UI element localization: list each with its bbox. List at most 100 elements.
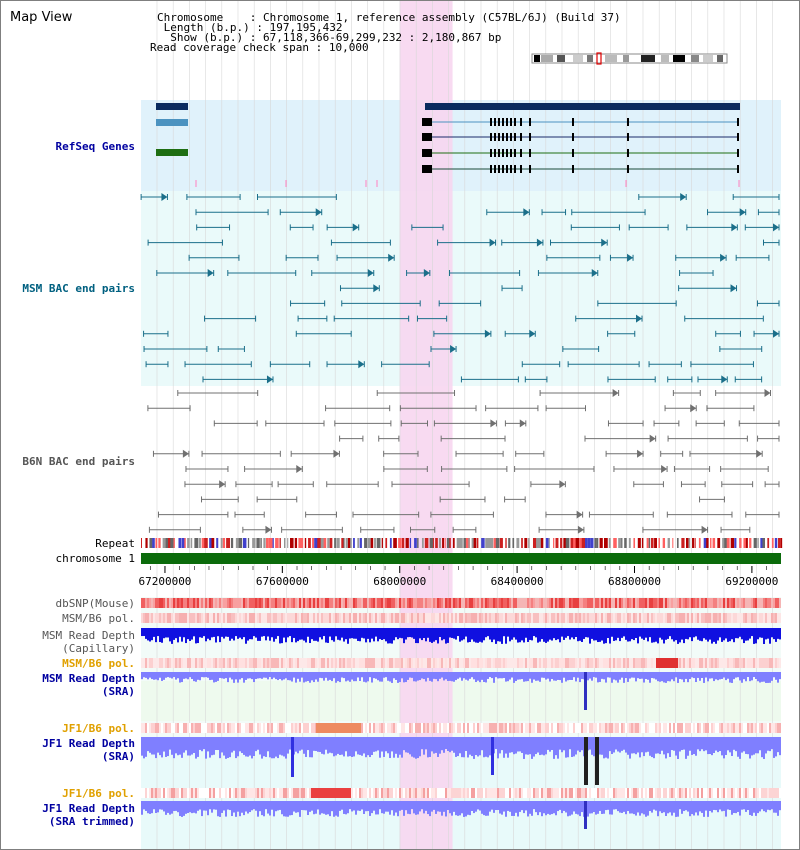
msm-bac-arrow bbox=[739, 208, 746, 217]
msm-sra-depth-bar bbox=[241, 672, 243, 679]
jf1-b6-pol-heat-cell bbox=[169, 788, 171, 798]
msm-sra-depth-bar bbox=[569, 672, 571, 680]
msm-capillary-depth-bar bbox=[685, 628, 687, 639]
jf1-trimmed-depth-bar bbox=[475, 801, 477, 812]
msm-capillary-depth-bar bbox=[469, 628, 471, 642]
jf1-sra-depth-bar bbox=[239, 737, 241, 752]
jf1-sra-depth-bar bbox=[521, 737, 523, 753]
jf1-trimmed-depth-bar bbox=[715, 801, 717, 811]
msm-b6-pol-heat-cell bbox=[351, 658, 353, 668]
msm-b6-pol-heat-cell bbox=[519, 658, 521, 668]
msm-capillary-depth-bar bbox=[381, 628, 383, 640]
msm-b6-pol-heat-cell bbox=[143, 658, 145, 668]
repeat-element bbox=[199, 538, 201, 548]
msm-b6-pol-heat-cell bbox=[769, 658, 771, 668]
msm-b6-pol-heat-cell bbox=[203, 658, 205, 668]
msm-b6-pol-heat-cell bbox=[695, 613, 697, 623]
jf1-b6-pol-heat-cell bbox=[369, 788, 371, 798]
msm-capillary-depth-bar bbox=[533, 628, 535, 637]
dbsnp-heat-cell bbox=[733, 598, 735, 608]
jf1-b6-pol-heat-cell bbox=[281, 723, 283, 733]
jf1-b6-pol-heat-cell bbox=[155, 788, 157, 798]
jf1-b6-pol-heat-cell bbox=[729, 723, 731, 733]
jf1-trimmed-depth-bar bbox=[271, 801, 273, 810]
msm-sra-depth-bar bbox=[567, 672, 569, 681]
msm-b6-pol-heat-cell bbox=[145, 613, 147, 623]
refseq-transcript-exon bbox=[490, 118, 492, 126]
jf1-b6-pol-heat-cell bbox=[513, 788, 515, 798]
repeat-element bbox=[275, 538, 279, 548]
jf1-trimmed-depth-bar bbox=[349, 801, 351, 810]
track-label-jf1-b6-pol-2: JF1/B6 pol. bbox=[62, 787, 135, 800]
msm-capillary-depth-bar bbox=[427, 628, 429, 638]
jf1-trimmed-depth-bar bbox=[321, 801, 323, 814]
msm-capillary-depth-bar bbox=[293, 628, 295, 638]
msm-capillary-depth-bar bbox=[673, 628, 675, 642]
jf1-sra-depth-bar bbox=[569, 737, 571, 750]
jf1-trimmed-depth-bar bbox=[427, 801, 429, 815]
dbsnp-heat-cell bbox=[353, 598, 355, 608]
jf1-b6-pol-heat-cell bbox=[579, 723, 581, 733]
jf1-trimmed-depth-bar bbox=[419, 801, 421, 812]
dbsnp-heat-cell bbox=[519, 598, 521, 608]
jf1-sra-depth-bar bbox=[723, 737, 725, 759]
jf1-b6-pol-heat-cell bbox=[251, 723, 253, 733]
jf1-b6-pol-heat-cell bbox=[303, 723, 305, 733]
msm-capillary-depth-bar bbox=[773, 628, 775, 640]
dbsnp-heat-cell bbox=[149, 598, 151, 608]
msm-b6-pol-heat-cell bbox=[451, 658, 453, 668]
dbsnp-heat-cell bbox=[629, 598, 631, 608]
refseq-transcript-exon bbox=[520, 149, 522, 157]
msm-b6-pol-heat-cell bbox=[513, 658, 515, 668]
msm-b6-pol-heat-cell bbox=[607, 613, 609, 623]
repeat-element bbox=[381, 538, 383, 548]
jf1-trimmed-depth-bar bbox=[391, 801, 393, 811]
dbsnp-heat-cell bbox=[535, 598, 537, 608]
msm-b6-pol-heat-cell bbox=[771, 613, 773, 623]
jf1-sra-depth-bar bbox=[287, 737, 289, 754]
jf1-b6-pol-heat-cell bbox=[699, 788, 701, 798]
msm-capillary-depth-bar bbox=[181, 628, 183, 642]
dbsnp-heat-cell bbox=[521, 598, 523, 608]
msm-capillary-depth-bar bbox=[203, 628, 205, 637]
msm-b6-pol-heat-cell bbox=[381, 658, 383, 668]
jf1-b6-pol-heat-cell bbox=[505, 788, 507, 798]
msm-capillary-depth-bar bbox=[625, 628, 627, 640]
dbsnp-heat-cell bbox=[271, 598, 273, 608]
jf1-sra-depth-bar bbox=[619, 737, 621, 753]
msm-capillary-depth-bar bbox=[477, 628, 479, 643]
jf1-b6-pol-heat-cell bbox=[613, 723, 615, 733]
jf1-b6-pol-heat-cell bbox=[203, 723, 205, 733]
msm-capillary-depth-bar bbox=[681, 628, 683, 640]
msm-b6-pol-heat-cell bbox=[443, 658, 445, 668]
msm-b6-pol-heat-cell bbox=[299, 613, 301, 623]
jf1-b6-pol-heat-cell bbox=[175, 788, 177, 798]
repeat-element bbox=[456, 538, 460, 548]
msm-capillary-depth-bar bbox=[755, 628, 757, 644]
msm-b6-pol-heat-cell bbox=[323, 613, 325, 623]
msm-capillary-depth-bar bbox=[537, 628, 539, 643]
msm-b6-pol-heat-cell bbox=[345, 613, 347, 623]
msm-b6-pol-heat-cell bbox=[387, 613, 389, 623]
dbsnp-heat-cell bbox=[603, 598, 605, 608]
msm-b6-pol-heat-cell bbox=[367, 613, 369, 623]
msm-b6-pol-heat-cell bbox=[267, 658, 269, 668]
b6n-bac-arrow bbox=[265, 525, 272, 534]
jf1-sra-depth-bar bbox=[237, 737, 239, 757]
jf1-b6-pol-heat-cell bbox=[659, 788, 661, 798]
msm-b6-pol-heat-cell bbox=[609, 658, 611, 668]
msm-b6-pol-heat-cell bbox=[233, 613, 235, 623]
jf1-sra-depth-bar bbox=[221, 737, 223, 753]
jf1-trimmed-depth-bar bbox=[651, 801, 653, 813]
jf1-trimmed-depth-bar bbox=[169, 801, 171, 815]
jf1-b6-pol-heat-cell bbox=[575, 723, 577, 733]
jf1-b6-pol-heat-cell bbox=[625, 723, 627, 733]
jf1-b6-pol-heat-cell bbox=[281, 788, 283, 798]
msm-capillary-depth-bar bbox=[193, 628, 195, 637]
jf1-sra-depth-bar bbox=[461, 737, 463, 758]
repeat-element bbox=[252, 538, 256, 548]
msm-capillary-depth-bar bbox=[577, 628, 579, 642]
jf1-b6-pol-heat-cell bbox=[187, 788, 189, 798]
dbsnp-heat-cell bbox=[691, 598, 693, 608]
msm-b6-pol-heat-cell bbox=[543, 613, 545, 623]
